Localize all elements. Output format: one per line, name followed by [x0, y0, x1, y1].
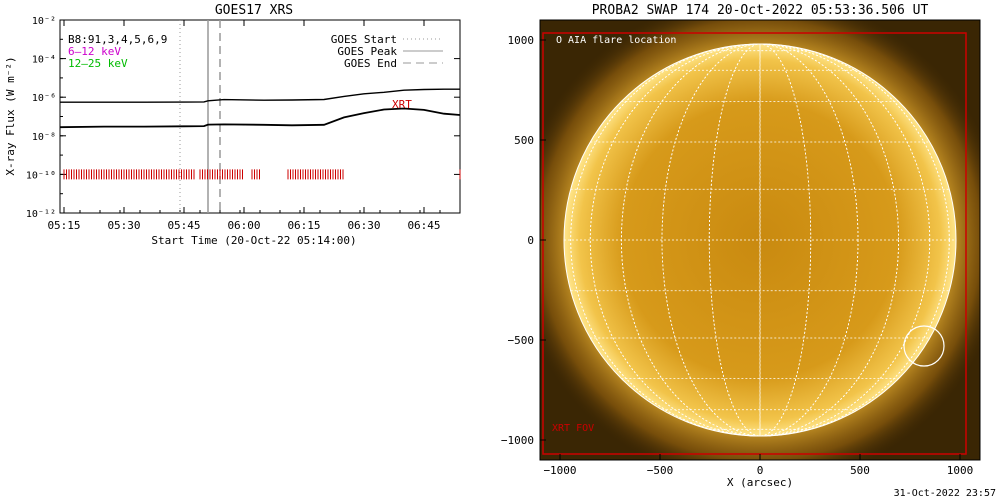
y-tick-label: 10⁻⁶ [32, 93, 56, 104]
aia-flare-location-marker [903, 325, 945, 367]
y-tick-label: 10⁻¹² [26, 209, 56, 220]
xrt-observation-bars [63, 169, 461, 180]
xrt-obs-segment [287, 169, 344, 180]
swap-title: PROBA2 SWAP 174 20-Oct-2022 05:53:36.506… [592, 3, 929, 18]
swap-x-axis-label: X (arcsec) [727, 476, 793, 489]
x-tick-label: 06:45 [407, 219, 440, 232]
swap-x-ticks: −1000 −500 0 500 1000 [543, 454, 973, 477]
swap-y-tick-label: 500 [514, 134, 534, 147]
swap-x-tick-label: 500 [850, 464, 870, 477]
swap-y-tick-label: 1000 [508, 34, 535, 47]
xrt-fov-label: XRT FOV [552, 423, 594, 434]
goes-y-axis-label: X-ray Flux (W m⁻²) [4, 56, 17, 175]
x-tick-label: 05:45 [167, 219, 200, 232]
longitude-line [589, 43, 931, 437]
xrt-fov-box [542, 32, 967, 455]
x-tick-label: 06:15 [287, 219, 320, 232]
x-tick-label: 05:30 [107, 219, 140, 232]
xrt-obs-segment [199, 169, 243, 180]
swap-x-tick-label: −500 [647, 464, 674, 477]
xrt-obs-segment [63, 169, 195, 180]
swap-y-ticks: −1000 −500 0 500 1000 [501, 34, 546, 447]
x-tick-label: 05:15 [47, 219, 80, 232]
y-tick-label: 10⁻¹⁰ [26, 170, 56, 181]
y-tick-label: 10⁻⁴ [32, 55, 56, 66]
goes-title: GOES17 XRS [215, 3, 293, 18]
goes-x-axis-label: Start Time (20-Oct-22 05:14:00) [151, 234, 356, 247]
goes-x-ticks: 05:15 05:30 05:45 06:00 06:15 06:30 06:45 [47, 20, 461, 232]
energy-band-label: 6–12 keV [68, 45, 121, 58]
longitude-line [570, 43, 950, 437]
xrt-label: XRT [392, 98, 412, 111]
energy-band-label: 12–25 keV [68, 57, 128, 70]
swap-y-tick-label: −1000 [501, 434, 534, 447]
solar-limb-outline [563, 43, 957, 437]
aia-flare-location-label: O AIA flare location [556, 35, 676, 46]
goes-event-legend-label: GOES Peak [337, 45, 397, 58]
x-tick-label: 06:00 [227, 219, 260, 232]
swap-y-tick-label: 0 [527, 234, 534, 247]
goes-series [59, 88, 461, 129]
swap-y-tick-label: −500 [508, 334, 535, 347]
goes-event-lines [179, 20, 221, 213]
goes-event-legend-label: GOES Start [331, 33, 397, 46]
energy-band-label: B8:91,3,4,5,6,9 [68, 33, 167, 46]
swap-x-tick-label: −1000 [543, 464, 576, 477]
y-tick-label: 10⁻² [32, 16, 56, 27]
goes-xrs-panel: GOES17 XRS 10⁻¹² 10⁻¹⁰ 10⁻⁸ 10⁻⁶ 10⁻⁴ 10⁻² 05… [4, 3, 461, 247]
swap-x-tick-label: 0 [757, 464, 764, 477]
goes-y-ticks: 10⁻¹² 10⁻¹⁰ 10⁻⁸ 10⁻⁶ 10⁻⁴ 10⁻² [26, 16, 460, 220]
goes-event-legend-label: GOES End [344, 57, 397, 70]
footer-timestamp: 31-Oct-2022 23:57 [894, 488, 996, 499]
swap-x-tick-label: 1000 [947, 464, 974, 477]
xrs-series-line [59, 107, 461, 129]
y-tick-label: 10⁻⁸ [32, 132, 56, 143]
xrs-series-line [60, 88, 460, 103]
swap-image-panel: PROBA2 SWAP 174 20-Oct-2022 05:53:36.506… [501, 3, 981, 489]
xrt-obs-segment [251, 169, 260, 180]
x-tick-label: 06:30 [347, 219, 380, 232]
